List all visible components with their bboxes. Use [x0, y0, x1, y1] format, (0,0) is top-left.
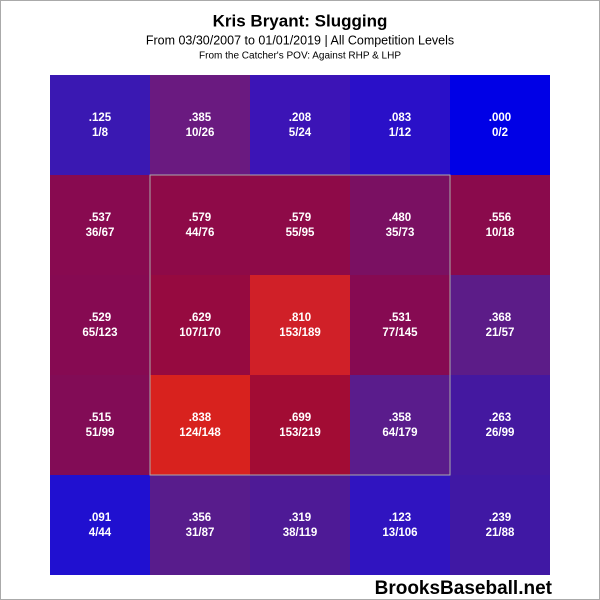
cell	[450, 475, 550, 575]
cell-value-label: .838	[189, 412, 212, 424]
cell-value-label: .356	[189, 512, 211, 524]
cell	[450, 75, 550, 175]
cell-value-label: .083	[389, 112, 411, 124]
cell-count-label: 4/44	[89, 527, 112, 539]
cell-count-label: 124/148	[179, 427, 221, 439]
cell-count-label: 1/12	[389, 127, 411, 139]
cell-count-label: 65/123	[82, 327, 117, 339]
cell-value-label: .579	[189, 212, 211, 224]
cell	[50, 175, 150, 275]
cell-count-label: 1/8	[92, 127, 109, 139]
cell	[450, 375, 550, 475]
cell-value-label: .123	[389, 512, 411, 524]
cell-count-label: 51/99	[86, 427, 115, 439]
cell-count-label: 55/95	[286, 227, 315, 239]
cell	[350, 175, 450, 275]
cell-count-label: 10/26	[186, 127, 215, 139]
cell-count-label: 153/189	[279, 327, 321, 339]
chart-note: From the Catcher's POV: Against RHP & LH…	[199, 51, 401, 62]
cell-value-label: .810	[289, 312, 311, 324]
cell	[350, 375, 450, 475]
chart-subtitle: From 03/30/2007 to 01/01/2019 | All Comp…	[146, 33, 454, 47]
cell-count-label: 77/145	[382, 327, 418, 339]
cell-count-label: 31/87	[186, 527, 215, 539]
cell-count-label: 0/2	[492, 127, 508, 139]
cell	[250, 475, 350, 575]
cell	[450, 175, 550, 275]
cell-value-label: .125	[89, 112, 112, 124]
strike-zone	[149, 174, 451, 476]
cell-value-label: .091	[89, 512, 112, 524]
cell-count-label: 13/106	[382, 527, 417, 539]
cell	[250, 275, 350, 375]
cell	[350, 475, 450, 575]
cell	[150, 75, 250, 175]
cell	[150, 175, 250, 275]
cells: .125 1/8 .385 10/26 .208 5/24 .083 1/12 .000 0/2.…	[50, 75, 550, 575]
cell-count-label: 38/119	[283, 527, 318, 539]
cell-count-label: 35/73	[386, 227, 415, 239]
cell-count-label: 64/179	[382, 427, 417, 439]
cell-count-label: 10/18	[486, 227, 515, 239]
cell-value-label: .579	[289, 212, 311, 224]
cell	[350, 275, 450, 375]
cell-count-label: 44/76	[186, 227, 215, 239]
cell-count-label: 21/88	[486, 527, 515, 539]
cell	[250, 375, 350, 475]
cell	[350, 75, 450, 175]
source: BrooksBaseball.net	[375, 578, 553, 599]
chart-title: Kris Bryant: Slugging	[213, 11, 388, 30]
cell-value-label: .358	[389, 412, 412, 424]
cell-value-label: .556	[489, 212, 511, 224]
cell-value-label: .385	[189, 112, 212, 124]
cell-value-label: .239	[489, 512, 511, 524]
cell-value-label: .629	[189, 312, 211, 324]
cell-value-label: .537	[89, 212, 111, 224]
cell	[250, 175, 350, 275]
cell-value-label: .263	[489, 412, 511, 424]
cell	[150, 475, 250, 575]
cell	[450, 275, 550, 375]
cell-count-label: 107/170	[179, 327, 221, 339]
cell	[150, 375, 250, 475]
cell	[50, 75, 150, 175]
cell-value-label: .699	[289, 412, 311, 424]
cell-value-label: .319	[289, 512, 311, 524]
cell	[50, 375, 150, 475]
cell	[150, 275, 250, 375]
cell-value-label: .529	[89, 312, 111, 324]
cell-value-label: .000	[489, 112, 511, 124]
cell	[50, 475, 150, 575]
cell-count-label: 5/24	[289, 127, 312, 139]
cell-value-label: .531	[389, 312, 412, 324]
cell-count-label: 153/219	[279, 427, 321, 439]
cell-count-label: 26/99	[486, 427, 515, 439]
cell-value-label: .208	[289, 112, 312, 124]
cell-count-label: 36/67	[86, 227, 115, 239]
cell-value-label: .515	[89, 412, 112, 424]
cell-value-label: .480	[389, 212, 411, 224]
cell	[250, 75, 350, 175]
cell	[50, 275, 150, 375]
cell-value-label: .368	[489, 312, 512, 324]
cell-count-label: 21/57	[486, 327, 515, 339]
